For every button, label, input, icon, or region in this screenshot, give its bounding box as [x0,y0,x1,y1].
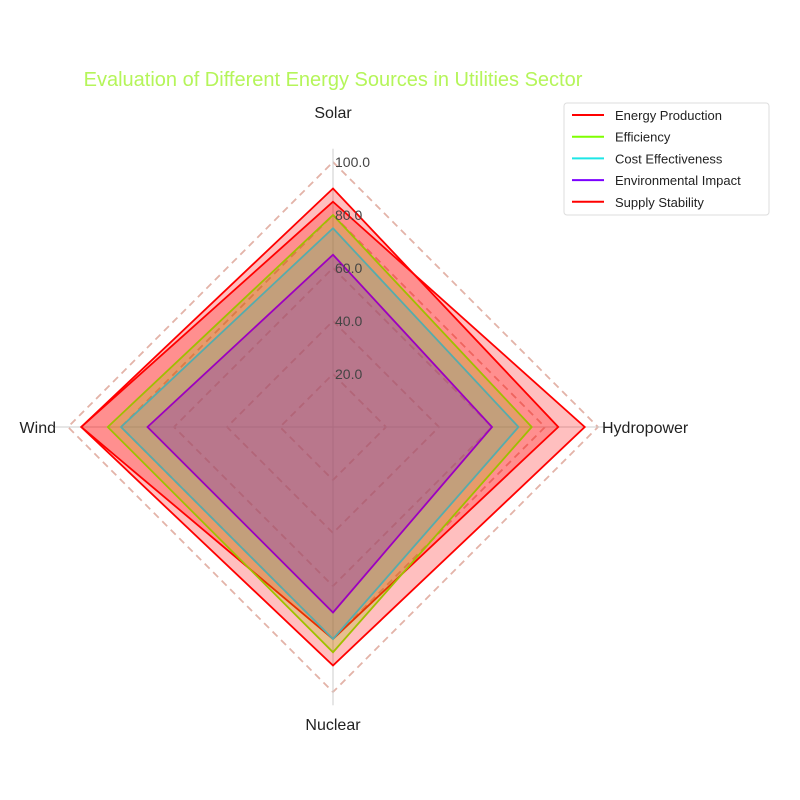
legend-frame [563,102,770,216]
category-label-hydropower: Hydropower [602,420,689,437]
tick-label: 100.0 [335,154,370,170]
category-labels: Solar Hydropower Nuclear Wind [20,105,689,734]
category-label-solar: Solar [314,105,352,122]
series-supply-stability [79,200,587,667]
radar-series [79,187,587,667]
legend-label-cost-effectiveness: Cost Effectiveness [615,151,723,166]
tick-label: 20.0 [335,366,362,382]
category-label-nuclear: Nuclear [305,717,361,734]
legend-label-efficiency: Efficiency [615,130,671,145]
legend-label-supply-stability: Supply Stability [615,195,704,210]
radial-tick-labels: 20.0 40.0 60.0 80.0 100.0 [335,154,370,382]
grid-ring-4 [119,213,547,641]
legend-label-energy-production: Energy Production [615,108,722,123]
chart-title: Evaluation of Different Energy Sources i… [84,69,583,91]
series-efficiency [106,213,533,654]
tick-label: 80.0 [335,207,362,223]
category-label-wind: Wind [20,420,56,437]
series-environmental-impact [146,253,494,614]
series-cost-effectiveness [119,226,520,641]
grid-ring-2 [225,319,441,535]
radar-grid [54,148,612,706]
legend: Energy Production Efficiency Cost Effectiv… [563,102,770,216]
tick-label: 40.0 [335,313,362,329]
legend-label-environmental-impact: Environmental Impact [615,173,741,188]
tick-label: 60.0 [335,260,362,276]
